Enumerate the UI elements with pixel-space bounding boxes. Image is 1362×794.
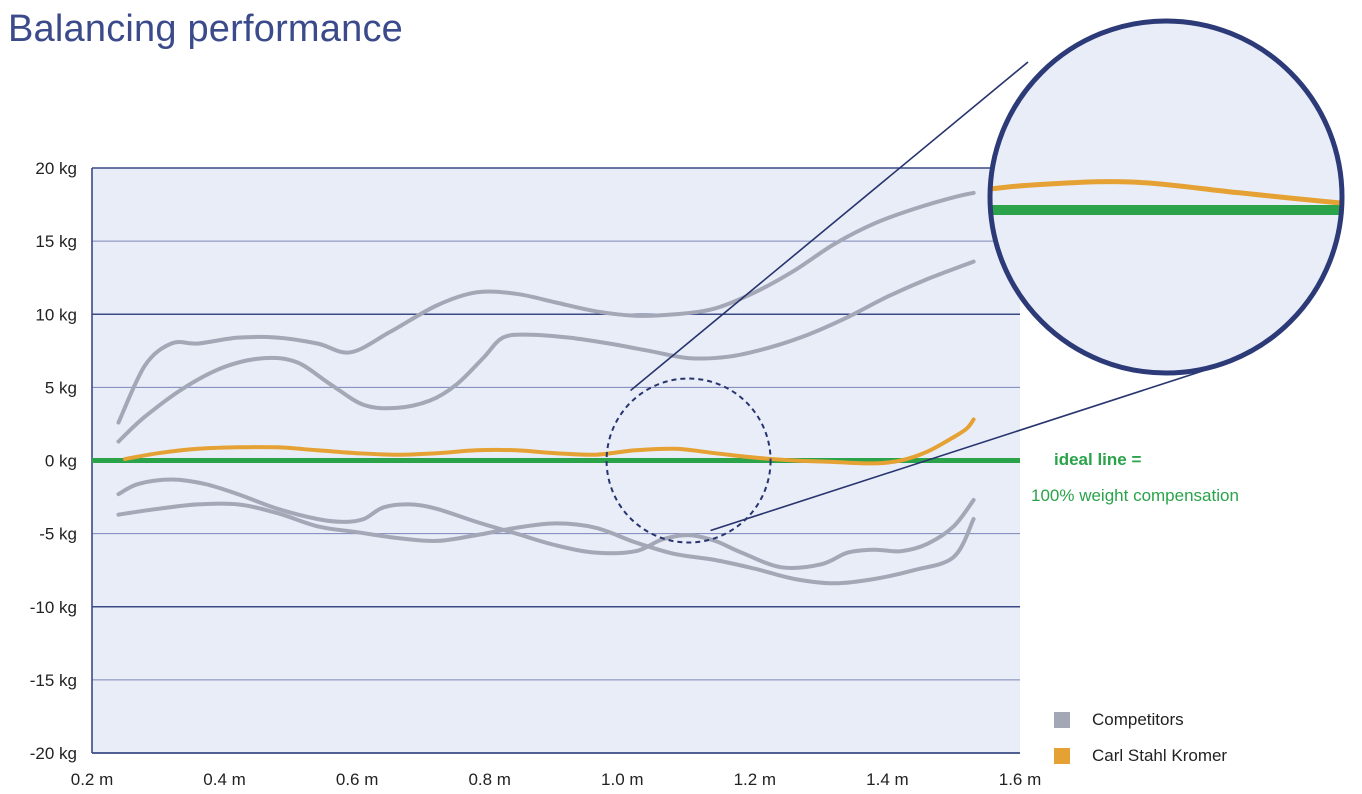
ideal-line-label: ideal line = (1054, 450, 1142, 469)
legend-label-competitors: Competitors (1092, 710, 1184, 729)
y-tick-label: 15 kg (35, 232, 77, 251)
x-tick-label: 0.4 m (203, 770, 246, 789)
y-tick-label: -5 kg (39, 525, 77, 544)
series-line-competitor (116, 259, 976, 444)
zoom-connector-line (630, 61, 1029, 392)
x-tick-label: 1.6 m (999, 770, 1042, 789)
legend-item-competitors: Competitors (1054, 702, 1227, 738)
y-tick-label: 20 kg (35, 159, 77, 178)
y-tick-label: -10 kg (30, 598, 77, 617)
x-tick-label: 0.6 m (336, 770, 379, 789)
series-line-competitor (116, 501, 976, 586)
y-tick-label: -15 kg (30, 671, 77, 690)
legend-swatch-competitors (1054, 712, 1070, 728)
x-tick-label: 1.2 m (734, 770, 777, 789)
zoom-magnifier-background (990, 21, 1342, 373)
series-line-competitor (116, 477, 976, 570)
x-tick-label: 1.0 m (601, 770, 644, 789)
zoom-focus-circle (605, 377, 772, 544)
series-line-competitor (116, 190, 976, 425)
zoom-connector-line (710, 365, 1219, 532)
legend-item-carl-stahl-kromer: Carl Stahl Kromer (1054, 738, 1227, 774)
x-tick-label: 0.8 m (468, 770, 511, 789)
legend: Competitors Carl Stahl Kromer (1054, 702, 1227, 774)
legend-swatch-carl-stahl-kromer (1054, 748, 1070, 764)
zoom-magnifier-content (990, 110, 1342, 220)
x-tick-label: 1.4 m (866, 770, 909, 789)
zoom-magnifier-ring (987, 18, 1345, 376)
x-tick-label: 0.2 m (71, 770, 114, 789)
ideal-line-description: 100% weight compensation (1031, 486, 1239, 505)
series-line-carl-stahl-kromer (123, 417, 976, 466)
y-tick-label: -20 kg (30, 744, 77, 763)
chart-title: Balancing performance (8, 8, 403, 50)
legend-label-carl-stahl-kromer: Carl Stahl Kromer (1092, 746, 1228, 765)
y-tick-label: 5 kg (45, 378, 77, 397)
y-tick-label: 10 kg (35, 305, 77, 324)
y-tick-label: 0 kg (45, 452, 77, 471)
